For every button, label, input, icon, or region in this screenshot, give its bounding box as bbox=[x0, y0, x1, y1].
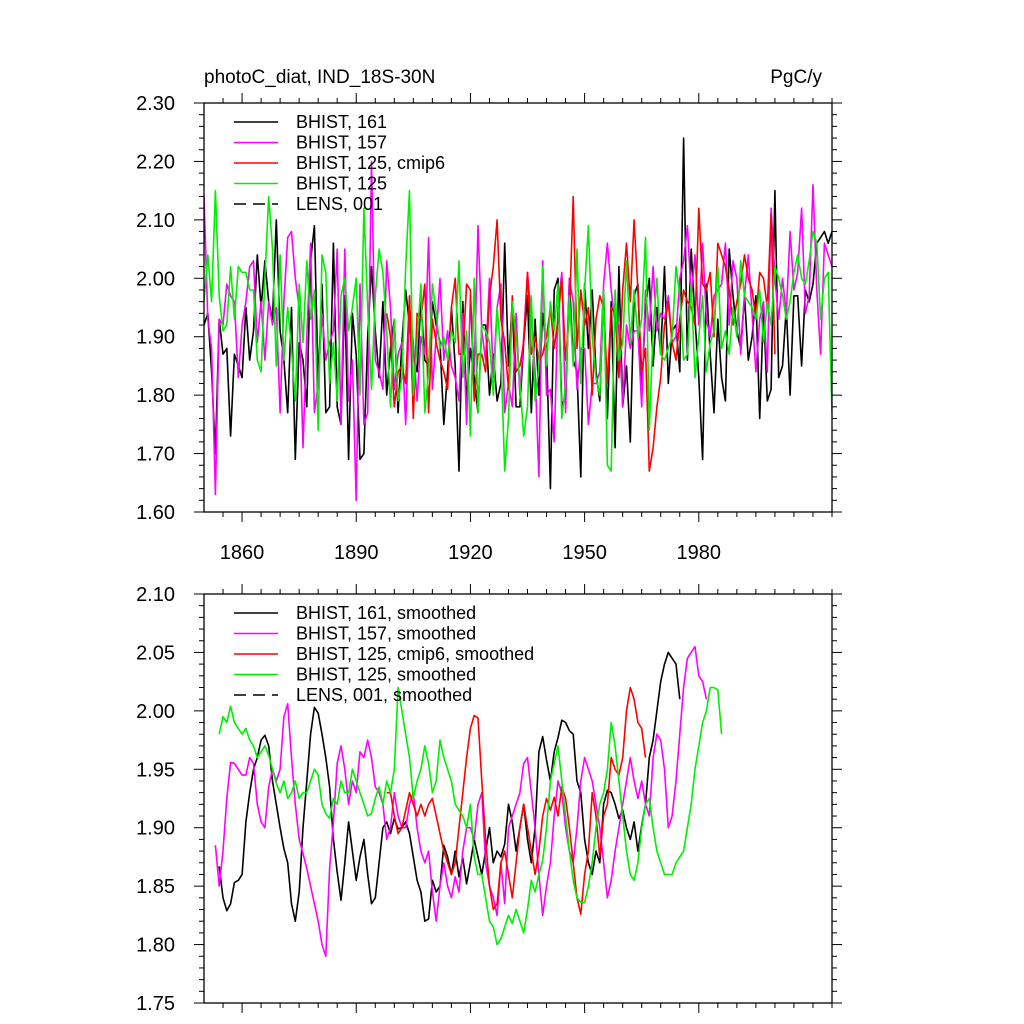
legend-label: BHIST, 157, smoothed bbox=[296, 624, 476, 644]
y-tick-label: 1.95 bbox=[136, 759, 175, 781]
legend-label: BHIST, 125, smoothed bbox=[296, 665, 476, 685]
legend-label: LENS, 001 bbox=[296, 194, 383, 214]
y-tick-label: 2.00 bbox=[136, 268, 175, 290]
y-tick-label: 2.20 bbox=[136, 151, 175, 173]
chart-title: photoC_diat, IND_18S-30N bbox=[204, 67, 435, 88]
legend-label: BHIST, 125 bbox=[296, 174, 387, 194]
y-tick-label: 1.80 bbox=[136, 935, 175, 957]
plot-frame bbox=[203, 102, 833, 513]
series-line-4 bbox=[218, 686, 723, 946]
y-tick-label: 2.00 bbox=[136, 701, 175, 723]
y-tick-label: 1.85 bbox=[136, 876, 175, 898]
x-tick-label: 1950 bbox=[562, 542, 607, 564]
x-tick-label: 1860 bbox=[220, 542, 265, 564]
legend-label: LENS, 001, smoothed bbox=[296, 685, 472, 705]
top-panel-raw: 1.60 1.70 1.80 1.90 2.00 2.10 2.20 2.30 1860 1890… bbox=[136, 93, 842, 564]
y-tick-label: 1.75 bbox=[136, 993, 175, 1015]
y-tick-label: 1.80 bbox=[136, 385, 175, 407]
series-line-1 bbox=[218, 651, 681, 923]
x-tick-label: 1980 bbox=[677, 542, 722, 564]
y-tick-label: 2.10 bbox=[136, 210, 175, 232]
x-tick-label: 1920 bbox=[448, 542, 493, 564]
series-line-2 bbox=[214, 645, 708, 958]
y-tick-label: 1.70 bbox=[136, 444, 175, 466]
y-tick-label: 2.10 bbox=[136, 584, 175, 606]
y-tick-label: 2.30 bbox=[136, 93, 175, 115]
y-tick-label: 2.05 bbox=[136, 642, 175, 664]
legend-label: BHIST, 161 bbox=[296, 112, 387, 132]
series-line-3 bbox=[385, 195, 776, 472]
y-tick-label: 1.90 bbox=[136, 327, 175, 349]
plot-frame bbox=[203, 593, 833, 1004]
series-line-3 bbox=[386, 686, 647, 916]
bottom-panel-smoothed: 1.75 1.80 1.85 1.90 1.95 2.00 2.05 2.10 BHIST, 1… bbox=[136, 584, 842, 1015]
chart-units: PgC/y bbox=[770, 67, 822, 88]
legend-label: BHIST, 125, cmip6, smoothed bbox=[296, 644, 534, 664]
y-tick-label: 1.90 bbox=[136, 818, 175, 840]
y-tick-label: 1.60 bbox=[136, 502, 175, 524]
legend-label: BHIST, 125, cmip6 bbox=[296, 153, 445, 173]
legend-label: BHIST, 157 bbox=[296, 133, 387, 153]
legend-label: BHIST, 161, smoothed bbox=[296, 603, 476, 623]
series-line-4 bbox=[204, 189, 832, 472]
x-tick-label: 1890 bbox=[334, 542, 379, 564]
